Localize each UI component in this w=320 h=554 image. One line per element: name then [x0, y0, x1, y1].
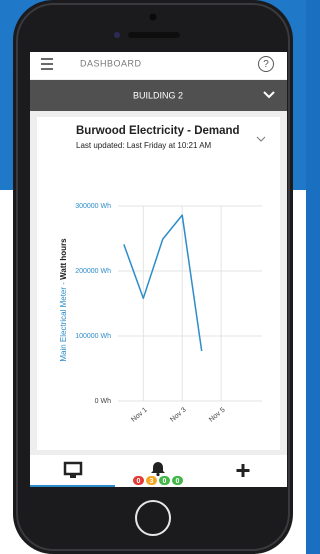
y-axis-label-unit: Watt hours [59, 238, 68, 280]
help-icon[interactable]: ? [263, 59, 269, 70]
card [37, 117, 280, 450]
card-subtitle: Last updated: Last Friday at 10:21 AM [76, 141, 212, 150]
y-axis-label: Main Electrical Meter - Watt hours [59, 238, 68, 362]
card-title: Burwood Electricity - Demand [76, 125, 240, 137]
badge-count: 0 [137, 478, 141, 485]
speaker [128, 32, 180, 38]
y-tick-label: 300000 Wh [75, 203, 111, 210]
page-title: DASHBOARD [80, 58, 142, 68]
y-axis-label-meter: Main Electrical Meter - [59, 280, 68, 362]
badge-count: 0 [176, 478, 180, 485]
badge-count: 3 [150, 478, 154, 485]
y-tick-label: 100000 Wh [75, 333, 111, 340]
badge-count: 0 [163, 478, 167, 485]
page: {"header": {"title": "DASHBOARD", "help"… [0, 0, 306, 554]
top-bar [30, 52, 287, 79]
camera [150, 14, 157, 21]
screenshot: DASHBOARD ? BUILDING 2 Burwood Electrici… [0, 0, 306, 554]
y-tick-label: 0 Wh [95, 398, 111, 405]
building-label[interactable]: BUILDING 2 [133, 90, 183, 100]
y-tick-label: 200000 Wh [75, 268, 111, 275]
sensor [114, 32, 120, 38]
